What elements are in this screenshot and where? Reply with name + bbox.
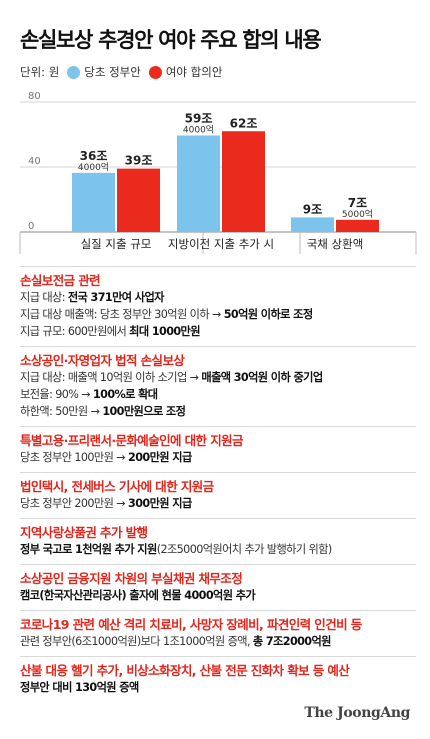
data-label: 39조: [125, 154, 153, 168]
section-title: 산불 대응 헬기 추가, 비상소화장치, 산불 전문 진화차 확보 등 예산: [20, 663, 350, 678]
plain-text: 관련 정부안(6조1000억원)보다 1조1000억원 증액,: [20, 635, 253, 648]
unit-label: 단위: 원: [20, 65, 60, 79]
bar: [222, 131, 265, 232]
section-title: 코로나19 관련 예산 격리 치료비, 사망자 장례비, 파견인력 인건비 등: [20, 617, 362, 632]
data-label: 9조: [303, 202, 322, 216]
highlight-text: 50억원 이하로 조정: [223, 308, 313, 321]
highlight-text: 매출액 30억원 이하 중기업: [201, 371, 323, 384]
section-title: 법인택시, 전세버스 기사에 대한 지원금: [20, 479, 214, 494]
category-label: 국채 상환액: [307, 237, 364, 251]
highlight-text: 100%로 확대: [92, 388, 158, 401]
highlight-text: 100만원으로 조정: [102, 405, 186, 418]
section-line: 캠코(한국자산관리공사) 출자에 현물 4000억원 추가: [20, 587, 416, 604]
bar: [177, 135, 220, 232]
section-title: 소상공인 금융지원 차원의 부실채권 채무조정: [20, 571, 243, 586]
highlight-text: 정부안 대비 130억원 증액: [20, 681, 139, 694]
highlight-text: 정부 국고로 1천억원 추가 지원: [20, 543, 157, 556]
plain-text: 보전율: 90% →: [20, 388, 93, 401]
bar: [336, 219, 379, 232]
data-sublabel: 4000억: [78, 161, 109, 173]
section-line: 지급 대상 매출액: 당초 정부안 30억원 이하 → 50억원 이하로 조정: [20, 306, 416, 323]
section-line: 보전율: 90% → 100%로 확대: [20, 386, 416, 403]
bar: [72, 172, 115, 232]
section-line: 하한액: 50만원 → 100만원으로 조정: [20, 403, 416, 420]
section-title: 소상공인·자영업자 법적 손실보상: [20, 353, 185, 368]
detail-section: 특별고용·프리랜서·문화예술인에 대한 지원금 당초 정부안 100만원 → 20…: [20, 426, 416, 472]
data-sublabel: 5000억: [342, 208, 373, 220]
plain-text: 지급 대상 매출액: 당초 정부안 30억원 이하 →: [20, 308, 224, 321]
publisher-logo: The JoongAng: [304, 705, 410, 721]
page-title: 손실보상 추경안 여야 주요 합의 내용: [20, 28, 322, 52]
highlight-text: 300만원 지급: [128, 497, 192, 510]
y-tick-label: 40: [28, 156, 41, 167]
highlight-text: 최대 1000만원: [129, 325, 200, 338]
section-title: 손실보전금 관련: [20, 273, 101, 288]
plain-text: 당초 정부안 200만원 →: [20, 497, 129, 510]
highlight-text: 캠코(한국자산관리공사) 출자에 현물 4000억원 추가: [20, 589, 256, 602]
data-label: 36조: [80, 149, 108, 163]
section-title: 지역사랑상품권 추가 발행: [20, 525, 148, 540]
plain-text: 지급 규모: 600만원에서: [20, 325, 130, 338]
section-line: 정부안 대비 130억원 증액: [20, 679, 416, 696]
section-line: 지급 대상: 전국 371만여 사업자: [20, 289, 416, 306]
data-sublabel: 4000억: [183, 123, 214, 135]
agreement-details: 손실보전금 관련 지급 대상: 전국 371만여 사업자 지급 대상 매출액: 당초…: [20, 266, 416, 702]
legend-label-original: 당초 정부안: [84, 65, 141, 79]
plain-text: 지급 대상:: [20, 291, 68, 304]
plain-text: (2조5000억원어치 추가 발행하기 위함): [156, 543, 333, 556]
detail-section: 손실보전금 관련 지급 대상: 전국 371만여 사업자 지급 대상 매출액: 당초…: [20, 266, 416, 346]
highlight-text: 전국 371만여 사업자: [67, 291, 165, 304]
section-line: 지급 규모: 600만원에서 최대 1000만원: [20, 323, 416, 340]
plain-text: 당초 정부안 100만원 →: [20, 451, 129, 464]
section-line: 정부 국고로 1천억원 추가 지원(2조5000억원어치 추가 발행하기 위함): [20, 541, 416, 558]
section-line: 당초 정부안 200만원 → 300만원 지급: [20, 495, 416, 512]
data-label: 7조: [348, 196, 367, 210]
category-label: 지방이전 지출 추가 시: [168, 237, 274, 251]
chart-legend: 단위: 원 당초 정부안 여야 합의안: [20, 64, 222, 80]
section-title: 특별고용·프리랜서·문화예술인에 대한 지원금: [20, 433, 244, 448]
detail-section: 법인택시, 전세버스 기사에 대한 지원금 당초 정부안 200만원 → 300만…: [20, 472, 416, 518]
section-line: 관련 정부안(6조1000억원)보다 1조1000억원 증액, 총 7조2000…: [20, 633, 416, 650]
legend-swatch-agreed: [148, 65, 162, 79]
data-label: 59조: [185, 111, 213, 125]
highlight-text: 총 7조2000억원: [252, 635, 332, 648]
legend-swatch-original: [67, 65, 81, 79]
plain-text: 하한액: 50만원 →: [20, 405, 103, 418]
bar: [291, 217, 334, 232]
section-line: 당초 정부안 100만원 → 200만원 지급: [20, 449, 416, 466]
category-label: 실질 지출 규모: [81, 237, 152, 251]
data-label: 62조: [230, 116, 258, 130]
highlight-text: 200만원 지급: [128, 451, 192, 464]
detail-section: 지역사랑상품권 추가 발행 정부 국고로 1천억원 추가 지원(2조5000억원어…: [20, 518, 416, 564]
y-tick-label: 0: [28, 221, 34, 232]
plain-text: 지급 대상: 매출액 10억원 이하 소기업 →: [20, 371, 202, 384]
detail-section: 소상공인·자영업자 법적 손실보상 지급 대상: 매출액 10억원 이하 소기업 …: [20, 346, 416, 426]
y-tick-label: 80: [28, 91, 41, 102]
section-line: 지급 대상: 매출액 10억원 이하 소기업 → 매출액 30억원 이하 중기업: [20, 369, 416, 386]
legend-label-agreed: 여야 합의안: [165, 65, 223, 79]
bar: [117, 168, 160, 232]
